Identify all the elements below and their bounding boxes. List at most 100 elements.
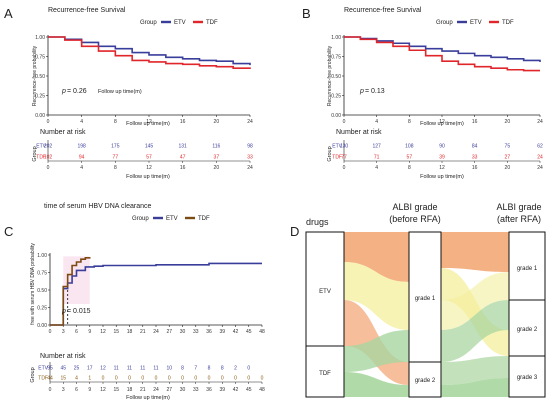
panel-b-ytick-label-0: 0.00 — [331, 113, 341, 119]
panel-a-nar-tdf-0: 102 — [44, 155, 53, 161]
panel-c-nar-etv-11: 7 — [194, 366, 197, 372]
panel-c-p-symbol: p — [61, 308, 66, 315]
stratum-after-grade1 — [508, 231, 546, 301]
panel-c-nar-tdf-11: 0 — [194, 376, 197, 382]
panel-c-nar-etv-5: 11 — [114, 366, 119, 372]
panel-c-ytick-label-2: 0.50 — [37, 288, 47, 294]
panel-c-nar-tdf-13: 0 — [221, 376, 224, 382]
panel-c-xtick-label-14: 42 — [233, 329, 239, 335]
panel-a-p-value: = 0.26 — [67, 88, 87, 95]
panel-a-legend-etv: ETV — [174, 20, 186, 26]
stratum-before-grade1 — [408, 231, 442, 363]
panel-c-xtick-label-1: 3 — [62, 329, 65, 335]
panel-a-plot: 0.00 0.25 0.50 0.75 1.00 0 4 8 12 16 20 24 — [35, 35, 253, 125]
panel-c-nar-etv-15: 0 — [247, 366, 250, 372]
panel-c-nar-tick-label-3: 9 — [88, 387, 91, 393]
panel-b-p-symbol: p — [359, 88, 364, 95]
panel-a-nar-etv-4: 131 — [178, 144, 187, 150]
panel-b-xtick-label-0: 0 — [343, 119, 346, 125]
panel-c-nar-etv-4: 12 — [100, 366, 106, 372]
panel-a-xtick-label-3: 12 — [146, 119, 152, 125]
panel-b-nar-row-label-tdf: TDF — [332, 155, 342, 161]
panel-c-nar-tdf-9: 0 — [168, 376, 171, 382]
panel-c-title: time of serum HBV DNA clearance — [44, 203, 151, 210]
panel-b-curve-tdf — [344, 36, 540, 72]
panel-b-xtick-label-6: 24 — [537, 119, 543, 125]
panel-d-col-before-line1: ALBI grade — [392, 202, 437, 212]
panel-c-xtick-label-5: 15 — [113, 329, 119, 335]
panel-a-nar-tdf-2: 77 — [113, 155, 119, 161]
panel-c-xtick-label-3: 9 — [88, 329, 91, 335]
panel-a-nar-ylabel: Group — [32, 146, 38, 161]
panel-b-title: Recurrence-free Survival — [344, 7, 422, 14]
panel-c-xtick-label-12: 36 — [206, 329, 212, 335]
panel-b-xtick-label-1: 4 — [375, 119, 378, 125]
panel-c-nar-etv-13: 8 — [221, 366, 224, 372]
panel-a-ylabel: Recurrence-free probability — [32, 45, 38, 106]
panel-c-xtick-label-9: 27 — [166, 329, 172, 335]
panel-b-nar-tick-label-6: 24 — [537, 165, 543, 171]
panel-c-nar-etv-3: 17 — [87, 366, 93, 372]
panel-a-ytick-label-0: 0.00 — [35, 113, 45, 119]
panel-b-nar-tick-label-2: 8 — [408, 165, 411, 171]
panel-c-ylabel: free with serum HBV DNA probability — [30, 243, 36, 325]
stratum-etv — [305, 231, 345, 347]
panel-d-letter: D — [290, 224, 299, 239]
panel-c-nar-tick-label-11: 33 — [193, 387, 199, 393]
panel-a-nar-etv-3: 145 — [145, 144, 154, 150]
panel-b-legend-tdf: TDF — [502, 20, 514, 26]
stratum-tdf-label: TDF — [319, 371, 331, 377]
panel-a-nar-tick-label-6: 24 — [247, 165, 253, 171]
panel-c-nar-tdf-2: 4 — [75, 376, 78, 382]
panel-c-nar-etv-8: 11 — [153, 366, 158, 372]
panel-c-nar-tick-label-15: 45 — [246, 387, 252, 393]
panel-c-nar-etv-1: 45 — [60, 366, 66, 372]
panel-a-ytick-label-1: 0.25 — [35, 93, 45, 99]
panel-b-ylabel: Recurrence-free probability — [327, 45, 333, 106]
panel-c-nar-tick-label-1: 3 — [62, 387, 65, 393]
panel-b-nar-etv-5: 75 — [505, 144, 511, 150]
panel-a-xtick-label-0: 0 — [47, 119, 50, 125]
panel-a-nar-tdf-6: 33 — [247, 155, 253, 161]
flow-tdf-grade1 — [344, 330, 409, 372]
panel-c-nar-etv-14: 2 — [234, 366, 237, 372]
stratum-before-grade2-label: grade 2 — [415, 378, 436, 384]
panel-a-nar-xlabel: Follow up time(m) — [126, 174, 170, 180]
panel-c-nar-tick-label-10: 30 — [180, 387, 186, 393]
panel-c-xtick-label-0: 0 — [49, 329, 52, 335]
panel-b-nar-ylabel: Group — [327, 146, 333, 161]
panel-b-legend-etv: ETV — [470, 20, 482, 26]
panel-c-nar-row-label-tdf: TDF — [38, 376, 48, 382]
stratum-after-grade1-label: grade 1 — [517, 266, 538, 272]
panel-b-xtick-label-5: 20 — [505, 119, 511, 125]
panel-b-ytick-label-1: 0.25 — [331, 93, 341, 99]
panel-c-xtick-label-8: 24 — [153, 329, 159, 335]
panel-c-nar-etv-6: 11 — [127, 366, 132, 372]
panel-c-nar-tdf-14: 0 — [234, 376, 237, 382]
panel-c-nar-tdf-16: 0 — [261, 376, 264, 382]
panel-b-nar-etv-6: 62 — [537, 144, 543, 150]
panel-a-nar-tdf-5: 37 — [214, 155, 220, 161]
panel-b-nar-tick-label-0: 0 — [343, 165, 346, 171]
flow-etv-grade1-b — [344, 262, 409, 330]
panel-a-nar-etv-6: 98 — [247, 144, 253, 150]
panel-c: C time of serum HBV DNA clearance Group … — [4, 203, 265, 401]
panel-c-nar-tick-label-5: 15 — [113, 387, 119, 393]
panel-a-nar-etv-1: 198 — [77, 144, 86, 150]
flow-etv-grade1-a — [344, 232, 409, 282]
panel-c-ytick-label-1: 0.25 — [37, 305, 47, 311]
panel-c-nar-tick-label-16: 48 — [259, 387, 265, 393]
panel-a-ytick-label-2: 0.50 — [35, 74, 45, 80]
panel-b-ytick-label-2: 0.50 — [331, 74, 341, 80]
panel-a-nar-etv-2: 175 — [111, 144, 120, 150]
stratum-before-grade2 — [408, 361, 442, 398]
stratum-etv-label: ETV — [319, 289, 331, 295]
panel-c-nar-tdf-10: 0 — [181, 376, 184, 382]
panel-c-xtick-label-6: 18 — [127, 329, 133, 335]
panel-b-nar-tick-label-3: 12 — [439, 165, 445, 171]
panel-c-nar-title: Number at risk — [40, 353, 86, 360]
panel-c-plot: 0.000.250.500.751.000 3 6 9 12 15 18 21 24 27 30 33… — [37, 253, 265, 335]
panel-a-xtick-label-5: 20 — [214, 119, 220, 125]
panel-a-nar-tdf-4: 47 — [180, 155, 186, 161]
